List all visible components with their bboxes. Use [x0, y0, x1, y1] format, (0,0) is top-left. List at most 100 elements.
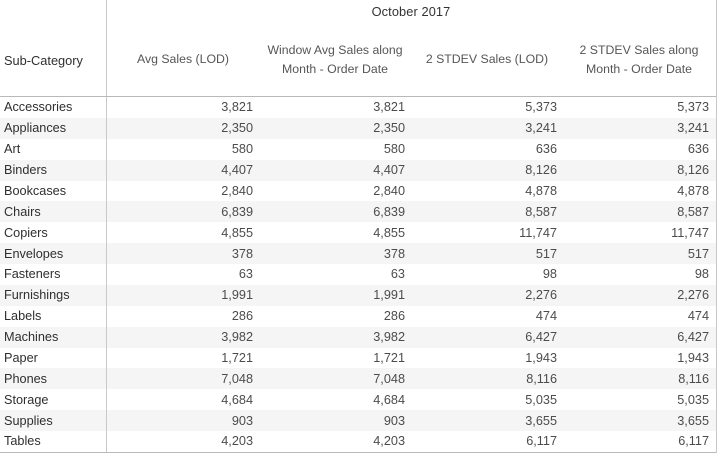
row-label[interactable]: Appliances [0, 117, 107, 139]
value-cell[interactable]: 636 [535, 142, 557, 157]
row-label[interactable]: Bookcases [0, 180, 107, 202]
measure-headers: Avg Sales (LOD) Window Avg Sales along M… [107, 23, 715, 96]
value-cell[interactable]: 474 [687, 309, 709, 324]
row-label[interactable]: Tables [0, 431, 107, 452]
header-main: October 2017 Avg Sales (LOD) Window Avg … [107, 0, 715, 96]
table-row: Bookcases 2,840 2,840 4,878 4,878 [0, 180, 716, 202]
value-cell[interactable]: 1,721 [221, 350, 253, 365]
value-cell[interactable]: 2,840 [373, 183, 405, 198]
row-label[interactable]: Furnishings [0, 284, 107, 306]
value-cell[interactable]: 6,117 [526, 434, 557, 449]
value-cell[interactable]: 3,821 [373, 100, 405, 115]
value-cell[interactable]: 1,943 [525, 350, 557, 365]
value-cell[interactable]: 98 [694, 267, 709, 282]
value-cell[interactable]: 5,035 [525, 392, 557, 407]
value-cell[interactable]: 1,721 [373, 350, 405, 365]
value-cell[interactable]: 1,991 [221, 288, 253, 303]
column-header-2stdev-sales-along[interactable]: 2 STDEV Sales along Month - Order Date [579, 43, 699, 76]
value-cell[interactable]: 63 [238, 267, 253, 282]
value-cell[interactable]: 3,655 [525, 413, 557, 428]
value-cell[interactable]: 4,855 [373, 225, 405, 240]
value-cell[interactable]: 8,587 [677, 204, 709, 219]
row-label[interactable]: Machines [0, 326, 107, 348]
value-cell[interactable]: 2,350 [373, 121, 405, 136]
value-cell[interactable]: 3,241 [525, 121, 557, 136]
value-cell[interactable]: 4,878 [677, 183, 709, 198]
table-row: Furnishings 1,991 1,991 2,276 2,276 [0, 284, 716, 306]
value-cell[interactable]: 2,350 [221, 121, 253, 136]
table-row: Machines 3,982 3,982 6,427 6,427 [0, 326, 716, 348]
column-header-window-avg-sales[interactable]: Window Avg Sales along Month - Order Dat… [267, 43, 403, 76]
value-cell[interactable]: 517 [687, 246, 709, 261]
table-row: Binders 4,407 4,407 8,126 8,126 [0, 159, 716, 181]
month-header[interactable]: October 2017 [371, 4, 451, 19]
value-cell[interactable]: 6,117 [678, 434, 709, 449]
row-label[interactable]: Chairs [0, 201, 107, 223]
value-cell[interactable]: 8,126 [677, 163, 709, 178]
value-cell[interactable]: 3,655 [677, 413, 709, 428]
row-label[interactable]: Copiers [0, 222, 107, 244]
row-label[interactable]: Accessories [0, 97, 107, 118]
value-cell[interactable]: 378 [383, 246, 405, 261]
value-cell[interactable]: 2,276 [525, 288, 557, 303]
value-cell[interactable]: 8,116 [678, 371, 709, 386]
column-header-avg-sales-lod[interactable]: Avg Sales (LOD) [136, 52, 230, 67]
value-cell[interactable]: 580 [383, 142, 405, 157]
value-cell[interactable]: 1,991 [373, 288, 405, 303]
value-cell[interactable]: 11,747 [519, 225, 557, 240]
value-cell[interactable]: 7,048 [221, 371, 253, 386]
row-label[interactable]: Fasteners [0, 264, 107, 285]
value-cell[interactable]: 6,427 [677, 330, 709, 345]
value-cell[interactable]: 4,203 [373, 434, 405, 449]
row-label[interactable]: Labels [0, 305, 107, 327]
value-cell[interactable]: 3,241 [677, 121, 709, 136]
row-label[interactable]: Phones [0, 368, 107, 390]
value-cell[interactable]: 903 [231, 413, 253, 428]
value-cell[interactable]: 2,276 [677, 288, 709, 303]
value-cell[interactable]: 63 [390, 267, 405, 282]
value-cell[interactable]: 474 [535, 309, 557, 324]
value-cell[interactable]: 636 [687, 142, 709, 157]
value-cell[interactable]: 4,203 [221, 434, 253, 449]
value-cell[interactable]: 4,407 [221, 163, 253, 178]
value-cell[interactable]: 11,747 [671, 225, 709, 240]
value-cell[interactable]: 378 [231, 246, 253, 261]
value-cell[interactable]: 5,373 [677, 100, 709, 115]
row-label[interactable]: Envelopes [0, 243, 107, 264]
value-cell[interactable]: 5,035 [677, 392, 709, 407]
value-cell[interactable]: 3,982 [373, 330, 405, 345]
value-cell[interactable]: 1,943 [677, 350, 709, 365]
value-cell[interactable]: 4,407 [373, 163, 405, 178]
value-cell[interactable]: 6,427 [525, 330, 557, 345]
value-cell[interactable]: 4,878 [525, 183, 557, 198]
value-cell[interactable]: 6,839 [221, 204, 253, 219]
value-cell[interactable]: 8,126 [525, 163, 557, 178]
row-label[interactable]: Paper [0, 347, 107, 369]
value-cell[interactable]: 4,684 [221, 392, 253, 407]
value-cell[interactable]: 98 [542, 267, 557, 282]
value-cell[interactable]: 4,684 [373, 392, 405, 407]
row-label[interactable]: Storage [0, 389, 107, 411]
value-cell[interactable]: 3,982 [221, 330, 253, 345]
value-cell[interactable]: 4,855 [221, 225, 253, 240]
crosstab-table: Sub-Category October 2017 Avg Sales (LOD… [0, 0, 717, 453]
value-cell[interactable]: 2,840 [221, 183, 253, 198]
table-row: Supplies 903 903 3,655 3,655 [0, 410, 716, 431]
value-cell[interactable]: 3,821 [221, 100, 253, 115]
row-label[interactable]: Supplies [0, 410, 107, 431]
value-cell[interactable]: 6,839 [373, 204, 405, 219]
value-cell[interactable]: 5,373 [525, 100, 557, 115]
row-label[interactable]: Binders [0, 159, 107, 181]
column-header-2stdev-sales-lod[interactable]: 2 STDEV Sales (LOD) [425, 52, 549, 67]
row-label[interactable]: Art [0, 138, 107, 160]
value-cell[interactable]: 286 [231, 309, 253, 324]
value-cell[interactable]: 580 [231, 142, 253, 157]
row-header-title[interactable]: Sub-Category [0, 0, 107, 96]
value-cell[interactable]: 8,116 [526, 371, 557, 386]
value-cell[interactable]: 8,587 [525, 204, 557, 219]
value-cell[interactable]: 7,048 [373, 371, 405, 386]
value-cell[interactable]: 517 [535, 246, 557, 261]
value-cell[interactable]: 286 [383, 309, 405, 324]
table-row: Phones 7,048 7,048 8,116 8,116 [0, 368, 716, 390]
value-cell[interactable]: 903 [383, 413, 405, 428]
